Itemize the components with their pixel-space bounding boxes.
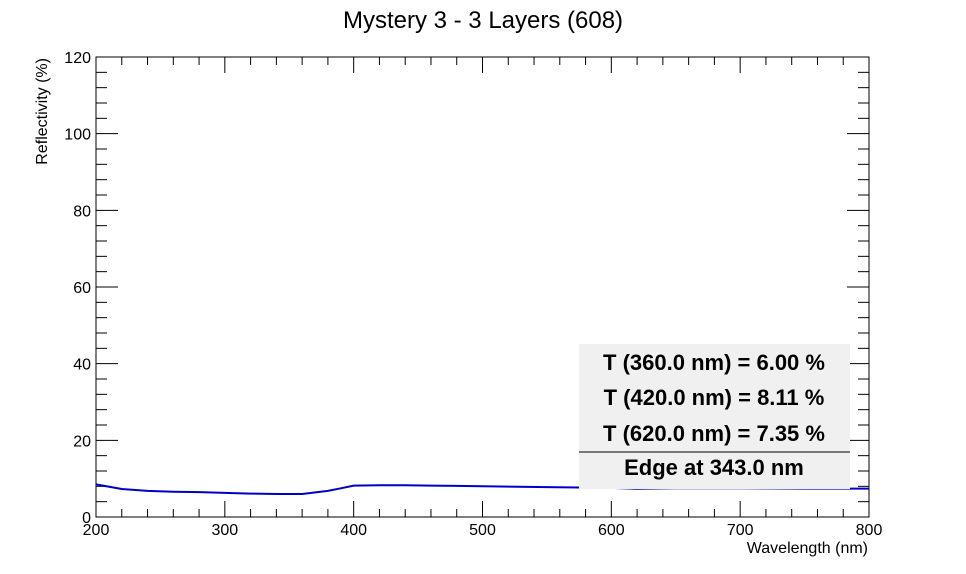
y-tick-label: 100 — [64, 127, 91, 144]
y-tick-label: 60 — [73, 280, 91, 297]
tick-labels: 200 300 400 500 600 700 800 0 20 40 60 80 100 120 — [64, 50, 882, 539]
x-tick-label: 600 — [598, 522, 625, 539]
stat-line-2: T (420.0 nm) = 8.11 % — [604, 385, 825, 410]
stat-line-1: T (360.0 nm) = 6.00 % — [603, 350, 825, 375]
y-tick-label: 120 — [64, 50, 91, 67]
x-tick-label: 300 — [211, 522, 238, 539]
y-tick-label: 40 — [73, 357, 91, 374]
x-tick-label: 400 — [340, 522, 367, 539]
y-tick-label: 0 — [82, 510, 91, 527]
x-axis-label: Wavelength (nm) — [747, 540, 868, 557]
x-tick-label: 200 — [83, 522, 110, 539]
stats-box-background — [579, 344, 850, 489]
x-tick-label: 500 — [469, 522, 496, 539]
y-tick-label: 80 — [73, 203, 91, 220]
axis-ticks — [95, 56, 870, 518]
y-tick-label: 20 — [73, 433, 91, 450]
y-axis-label: Reflectivity (%) — [34, 58, 51, 165]
edge-annotation: Edge at 343.0 nm — [624, 455, 804, 480]
x-tick-label: 700 — [727, 522, 754, 539]
stat-line-3: T (620.0 nm) = 7.35 % — [603, 421, 825, 446]
stats-box: T (360.0 nm) = 6.00 % T (420.0 nm) = 8.1… — [579, 344, 850, 489]
x-tick-label: 800 — [856, 522, 883, 539]
chart-title: Mystery 3 - 3 Layers (608) — [343, 7, 623, 34]
